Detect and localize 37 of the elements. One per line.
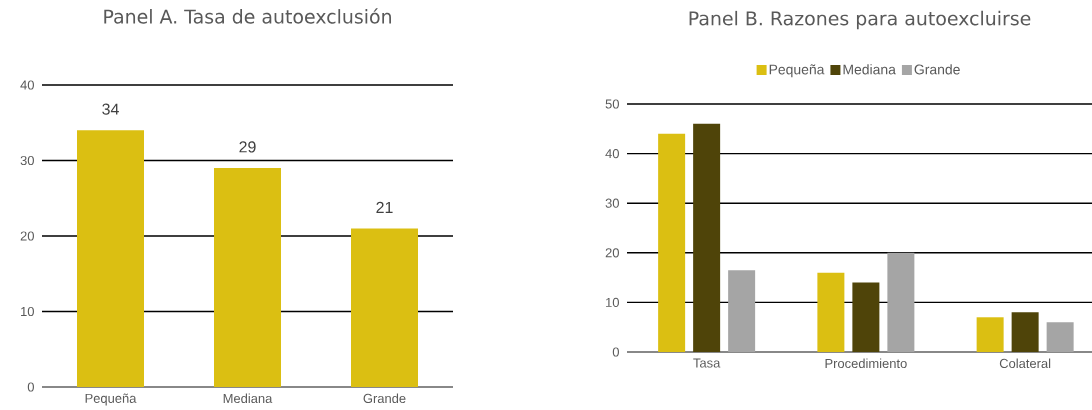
data-label: 34	[102, 103, 119, 115]
x-tick-label: Colateral	[999, 358, 1051, 369]
y-tick-label: 30	[20, 155, 34, 166]
y-tick-label: 10	[606, 297, 619, 307]
bar	[214, 168, 281, 387]
y-tick-label: 10	[21, 306, 34, 317]
legend-label: Pequeña	[769, 64, 825, 78]
x-tick-label: Procedimiento	[825, 358, 907, 369]
bar	[1046, 322, 1074, 352]
bar	[887, 252, 915, 352]
bar	[693, 123, 721, 352]
bar	[351, 228, 418, 387]
x-tick-label: Pequeña	[85, 393, 137, 406]
chart-title: Panel B. Razones para autoexcluirse	[689, 10, 1031, 30]
bar	[658, 133, 686, 352]
legend-label: Grande	[914, 64, 960, 75]
x-tick-label: Mediana	[223, 393, 273, 404]
y-tick-label: 20	[605, 248, 619, 258]
y-tick-label: 40	[605, 149, 619, 159]
bar	[77, 130, 144, 387]
bar	[976, 317, 1004, 352]
x-tick-label: Grande	[363, 393, 406, 404]
y-tick-label: 50	[605, 99, 619, 109]
y-tick-label: 0	[27, 382, 34, 392]
bar	[817, 272, 845, 352]
legend-label: Mediana	[843, 64, 896, 75]
y-tick-label: 40	[20, 80, 34, 90]
data-label: 29	[239, 141, 256, 153]
bar	[852, 282, 880, 352]
y-tick-label: 30	[605, 198, 619, 208]
bar	[1011, 312, 1039, 352]
y-tick-label: 20	[20, 231, 34, 241]
bar	[728, 270, 756, 352]
data-label: 21	[376, 201, 393, 213]
chart-title: Panel A. Tasa de autoexclusión	[104, 8, 391, 24]
x-tick-label: Tasa	[693, 358, 721, 368]
y-tick-label: 0	[612, 347, 619, 357]
